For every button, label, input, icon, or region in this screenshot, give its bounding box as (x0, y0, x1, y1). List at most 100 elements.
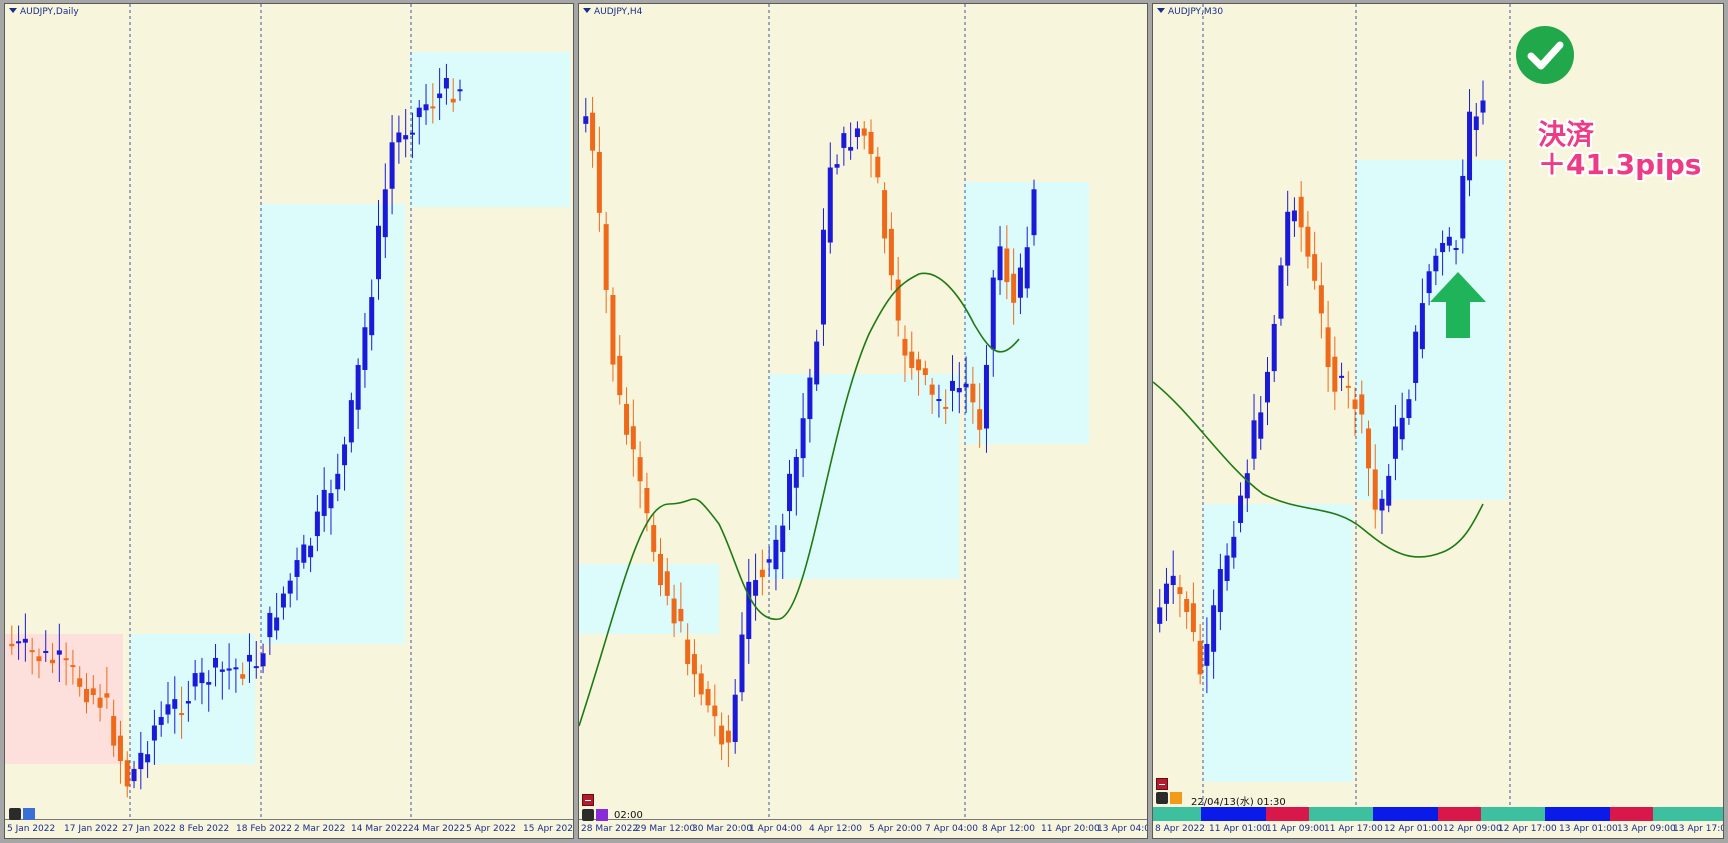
x-tick: 7 Apr 04:00 (925, 824, 978, 834)
candle-body (739, 634, 745, 693)
candle-body (267, 612, 273, 638)
minimize-indicator-button[interactable] (1156, 778, 1168, 790)
chart-title-h4: AUDJPY,H4 (583, 7, 642, 17)
candle-body (895, 279, 901, 321)
candle-body (596, 152, 602, 213)
candle-body (950, 380, 956, 391)
x-tick: 5 Jan 2022 (7, 824, 56, 834)
candle-body (719, 725, 725, 745)
candle-body (308, 545, 314, 558)
candle-body (199, 672, 205, 684)
demand-zone (1203, 504, 1353, 782)
candle-body (1312, 254, 1318, 281)
candle-body (314, 511, 320, 537)
minimize-indicator-button[interactable] (582, 794, 594, 806)
candle-body (77, 678, 83, 687)
candle-body (1217, 569, 1223, 612)
candle-body (1204, 643, 1210, 666)
candle-body (1467, 111, 1473, 181)
candle-body (1298, 196, 1304, 228)
candle-body (827, 167, 833, 243)
candle-body (916, 359, 922, 371)
x-tick: 13 Apr 01:00 (1559, 824, 1618, 834)
candle-body (630, 426, 636, 450)
eye-icon[interactable] (1156, 792, 1168, 804)
candle-body (807, 377, 813, 420)
candle-body (1271, 323, 1277, 372)
candle-body (355, 364, 361, 410)
candle-body (219, 669, 225, 672)
x-tick: 29 Mar 12:00 (635, 824, 696, 834)
candle-body (328, 493, 334, 509)
candle-body (50, 659, 56, 664)
candle-body (861, 128, 867, 136)
candle-body (348, 400, 354, 443)
candle-body (396, 132, 402, 143)
eye-icon[interactable] (9, 808, 21, 820)
candle-body (1177, 587, 1183, 594)
candle-body (185, 701, 191, 704)
candle-body (1011, 273, 1017, 303)
x-tick: 24 Mar 2022 (408, 824, 466, 834)
x-tick: 17 Jan 2022 (64, 824, 118, 834)
candle-body (943, 406, 949, 409)
chart-panel-h4[interactable]: AUDJPY,H4 02:00 28 Mar 2022 29 Mar 12:00… (578, 3, 1148, 839)
candlestick-chart-m30[interactable] (1153, 4, 1724, 822)
candle-body (382, 189, 388, 238)
candle-body (793, 457, 799, 488)
candle-body (841, 133, 847, 148)
candle-body (253, 666, 259, 669)
candle-body (97, 697, 103, 708)
candle-body (1157, 607, 1163, 624)
x-tick: 1 Apr 04:00 (749, 824, 802, 834)
chart-panel-daily[interactable]: AUDJPY,Daily 5 Jan 2022 17 Jan 2022 27 J… (4, 3, 574, 839)
time-axis-m30: 8 Apr 2022 11 Apr 01:00 11 Apr 09:00 11 … (1153, 819, 1723, 838)
candle-body (671, 598, 677, 624)
candle-body (240, 674, 246, 679)
candle-body (1345, 385, 1351, 388)
candle-body (725, 730, 731, 743)
candle-body (970, 383, 976, 403)
candle-body (888, 228, 894, 276)
candle-body (246, 654, 252, 662)
candle-body (657, 553, 663, 586)
x-tick: 2 Mar 2022 (294, 824, 346, 834)
demand-zone (130, 634, 255, 764)
candle-body (1419, 303, 1425, 350)
candle-body (644, 487, 650, 514)
indicator-toggle-icon[interactable] (1170, 792, 1182, 804)
candle-body (1406, 399, 1412, 419)
demand-zone (769, 374, 959, 579)
candle-body (624, 404, 630, 435)
x-tick: 11 Apr 20:00 (1041, 824, 1100, 834)
candle-body (63, 658, 69, 661)
candle-body (1426, 271, 1432, 294)
candle-body (335, 473, 341, 490)
candle-body (787, 473, 793, 512)
x-tick: 12 Apr 17:00 (1498, 824, 1557, 834)
candlestick-chart-daily[interactable] (5, 4, 574, 822)
candle-body (83, 688, 89, 703)
eye-icon[interactable] (582, 809, 594, 821)
candle-body (990, 277, 996, 350)
candle-body (457, 89, 463, 92)
candlestick-chart-h4[interactable] (579, 4, 1148, 822)
candle-body (1339, 375, 1345, 378)
candle-body (376, 225, 382, 280)
candle-body (1238, 495, 1244, 523)
indicator-toggle-icon[interactable] (23, 808, 35, 820)
x-tick: 13 Apr 09:00 (1617, 824, 1676, 834)
chart-panel-m30[interactable]: AUDJPY,M30 22/04/13(水) 01:30 8 Apr 2022 … (1152, 3, 1724, 839)
x-tick: 15 Apr 2022 (523, 824, 574, 834)
candle-body (9, 643, 15, 647)
candle-body (1433, 255, 1439, 272)
candle-body (800, 418, 806, 459)
candle-body (1251, 420, 1257, 459)
indicator-toggle-icon[interactable] (596, 809, 608, 821)
candle-body (179, 713, 185, 716)
candle-body (1231, 536, 1237, 558)
candle-body (753, 580, 759, 596)
candle-body (1291, 210, 1297, 222)
candle-body (678, 608, 684, 622)
candle-body (165, 704, 171, 715)
